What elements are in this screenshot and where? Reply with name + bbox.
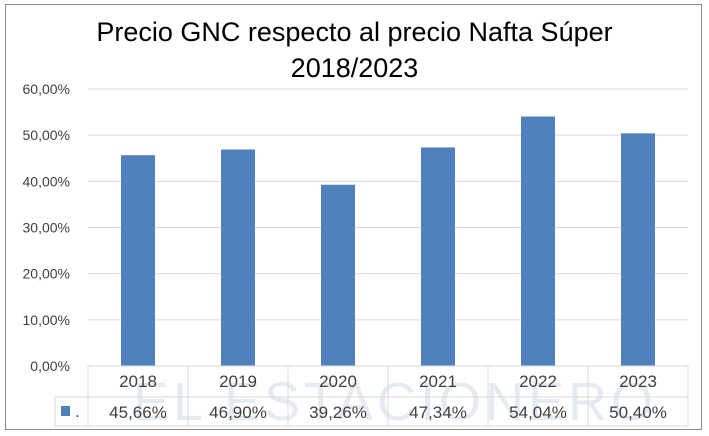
title-line-1: Precio GNC respecto al precio Nafta Súpe… [96, 17, 613, 47]
y-tick-label: 10,00% [23, 312, 70, 328]
table-value-2022: 54,04% [509, 403, 567, 422]
table-header-2020: 2020 [319, 372, 357, 391]
chart-title: Precio GNC respecto al precio Nafta Súpe… [0, 14, 709, 86]
bar-2021 [421, 147, 455, 366]
table-value-2019: 46,90% [209, 403, 267, 422]
title-line-2: 2018/2023 [290, 53, 419, 83]
y-tick-label: 40,00% [23, 173, 70, 189]
table-value-2023: 50,40% [609, 403, 667, 422]
table-header-2021: 2021 [419, 372, 457, 391]
table-header-2019: 2019 [219, 372, 257, 391]
bar-2023 [621, 133, 655, 366]
bar-2020 [321, 184, 355, 366]
table-header-2023: 2023 [619, 372, 657, 391]
bar-2018 [121, 155, 155, 366]
bar-2019 [221, 149, 255, 366]
y-tick-label: 50,00% [23, 127, 70, 143]
y-tick-label: 30,00% [23, 220, 70, 236]
bar-2022 [521, 116, 555, 366]
legend-series-name: . [75, 402, 80, 421]
table-value-2021: 47,34% [409, 403, 467, 422]
y-tick-label: 0,00% [30, 358, 70, 374]
legend-key [61, 406, 70, 416]
y-tick-label: 60,00% [23, 81, 70, 97]
table-value-2020: 39,26% [309, 403, 367, 422]
table-header-2022: 2022 [519, 372, 557, 391]
table-value-2018: 45,66% [109, 403, 167, 422]
watermark-logo: EL ESTACIONERO [133, 372, 657, 432]
table-header-2018: 2018 [119, 372, 157, 391]
y-tick-label: 20,00% [23, 266, 70, 282]
